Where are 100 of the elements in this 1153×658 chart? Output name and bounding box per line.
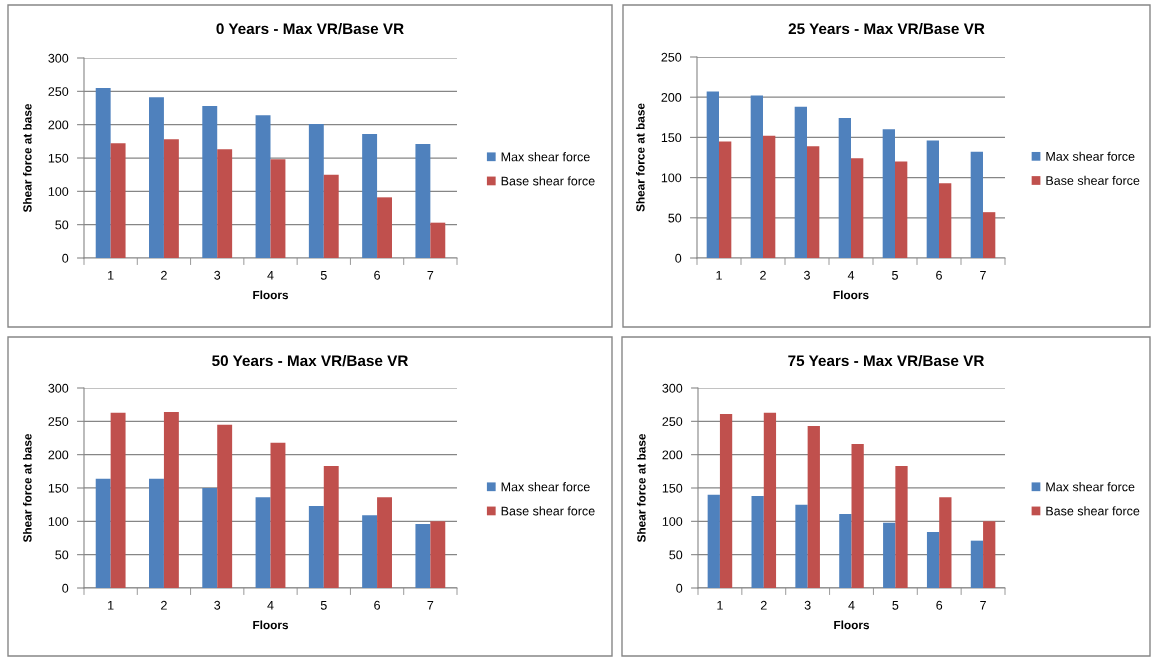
bar — [895, 161, 908, 258]
legend-label: Base shear force — [1046, 175, 1140, 185]
bar — [807, 146, 820, 258]
y-tick-label: 0 — [62, 583, 69, 593]
bar — [882, 129, 895, 258]
y-tick-label: 50 — [668, 213, 682, 223]
y-tick-label: 200 — [48, 120, 69, 130]
bar — [707, 494, 720, 588]
bar — [377, 197, 392, 258]
bar — [415, 144, 431, 258]
bar — [926, 532, 940, 588]
x-tick-label: 2 — [760, 600, 767, 610]
y-tick-label: 300 — [48, 383, 69, 393]
bar — [750, 95, 763, 258]
chart-title: 25 Years - Max VR/Base VR — [788, 22, 985, 35]
y-tick-label: 150 — [661, 133, 682, 143]
y-tick-label: 50 — [55, 550, 69, 560]
bar — [270, 159, 286, 258]
legend-label: Max shear force — [1046, 151, 1135, 161]
y-tick-label: 100 — [48, 517, 69, 526]
y-tick-label: 0 — [62, 253, 69, 263]
bar — [95, 88, 111, 258]
bar — [430, 521, 446, 588]
bar — [794, 106, 807, 258]
bar — [719, 414, 733, 588]
bar — [362, 134, 378, 258]
x-tick-label: 2 — [161, 600, 167, 610]
x-tick-label: 7 — [427, 270, 434, 280]
x-tick-label: 4 — [267, 270, 274, 280]
bar — [323, 174, 339, 258]
y-axis-title: Shear force at base — [636, 433, 646, 543]
y-tick-label: 150 — [48, 483, 69, 493]
bar — [255, 115, 271, 258]
x-tick-label: 6 — [374, 270, 380, 280]
x-tick-label: 6 — [374, 600, 380, 610]
bar — [415, 524, 431, 588]
bar — [851, 444, 864, 588]
x-axis-title: Floors — [833, 290, 869, 300]
bar — [217, 149, 233, 258]
x-tick-label: 5 — [892, 270, 898, 280]
bar — [970, 151, 983, 258]
x-axis-title: Floors — [834, 620, 870, 630]
y-axis-title: Shear force at base — [635, 103, 645, 212]
legend-label: Base shear force — [501, 506, 595, 516]
x-tick-label: 1 — [717, 600, 723, 610]
x-tick-label: 7 — [427, 600, 434, 610]
y-axis-title: Shear force at base — [22, 433, 32, 543]
bar — [970, 540, 984, 588]
bar — [110, 412, 126, 588]
y-tick-label: 100 — [661, 173, 682, 183]
y-tick-label: 200 — [48, 450, 69, 460]
bar — [323, 466, 339, 588]
chart-title: 50 Years - Max VR/Base VR — [212, 354, 409, 367]
chart-title: 75 Years - Max VR/Base VR — [788, 354, 985, 367]
bar — [202, 106, 218, 258]
x-tick-label: 5 — [320, 600, 327, 610]
bar — [110, 143, 126, 258]
y-tick-label: 250 — [48, 417, 69, 426]
bar — [217, 424, 233, 588]
bar — [883, 522, 896, 588]
x-tick-label: 4 — [847, 270, 855, 280]
bar — [149, 97, 164, 258]
bar — [851, 158, 864, 258]
legend-label: Base shear force — [501, 176, 595, 186]
bar — [895, 466, 908, 588]
y-tick-label: 300 — [48, 53, 69, 63]
bar — [751, 496, 764, 588]
x-tick-label: 3 — [214, 600, 221, 610]
chart-title: 0 Years - Max VR/Base VR — [216, 22, 404, 35]
bar — [163, 139, 179, 258]
bar — [430, 222, 446, 258]
x-tick-label: 7 — [980, 600, 986, 610]
x-tick-label: 3 — [214, 270, 221, 280]
bar — [308, 124, 324, 258]
y-tick-label: 150 — [662, 483, 683, 493]
x-tick-label: 7 — [980, 270, 986, 280]
bar — [763, 135, 776, 258]
bar — [719, 141, 732, 258]
y-tick-label: 50 — [669, 550, 683, 560]
bar — [377, 497, 392, 588]
legend-label: Max shear force — [501, 152, 590, 162]
x-tick-label: 1 — [716, 270, 722, 280]
y-tick-label: 250 — [662, 417, 683, 426]
legend-label: Max shear force — [1046, 482, 1135, 492]
x-tick-label: 1 — [108, 600, 114, 610]
bar — [983, 521, 996, 588]
bar — [839, 514, 852, 588]
y-tick-label: 100 — [48, 187, 69, 196]
x-axis-title: Floors — [253, 290, 289, 300]
legend-label: Max shear force — [501, 482, 590, 492]
y-tick-label: 100 — [662, 517, 683, 526]
x-tick-label: 2 — [760, 270, 766, 280]
legend-label: Base shear force — [1046, 506, 1140, 516]
x-tick-label: 1 — [108, 270, 114, 280]
x-tick-label: 3 — [804, 600, 811, 610]
bar — [939, 497, 952, 588]
y-tick-label: 250 — [48, 87, 69, 96]
y-tick-label: 0 — [675, 253, 682, 263]
bar — [202, 488, 218, 588]
y-tick-label: 0 — [676, 583, 683, 593]
